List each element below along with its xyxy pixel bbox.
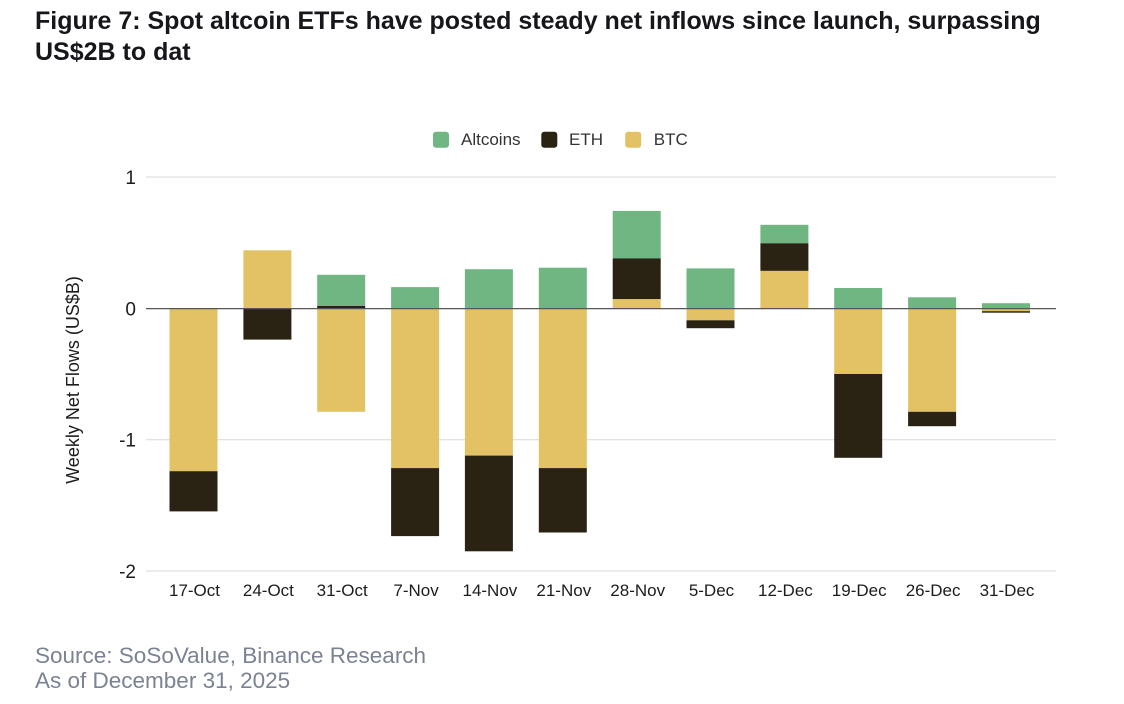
svg-text:7-Nov: 7-Nov [393,581,439,600]
svg-text:Weekly Net Flows (US$B): Weekly Net Flows (US$B) [63,276,83,484]
svg-text:14-Nov: 14-Nov [462,581,517,600]
svg-text:28-Nov: 28-Nov [610,581,665,600]
svg-text:21-Nov: 21-Nov [536,581,591,600]
svg-text:24-Oct: 24-Oct [243,581,294,600]
svg-text:31-Oct: 31-Oct [317,581,368,600]
svg-text:ETH: ETH [569,130,603,149]
svg-text:17-Oct: 17-Oct [169,581,220,600]
svg-text:-2: -2 [119,562,136,583]
svg-text:Altcoins: Altcoins [461,130,521,149]
svg-text:0: 0 [125,299,136,320]
svg-text:12-Dec: 12-Dec [758,581,813,600]
svg-text:1: 1 [125,168,136,189]
svg-text:5-Dec: 5-Dec [689,581,735,600]
svg-text:31-Dec: 31-Dec [980,581,1035,600]
svg-text:19-Dec: 19-Dec [832,581,887,600]
svg-text:BTC: BTC [654,130,688,149]
svg-text:-1: -1 [119,431,136,452]
svg-text:26-Dec: 26-Dec [906,581,961,600]
